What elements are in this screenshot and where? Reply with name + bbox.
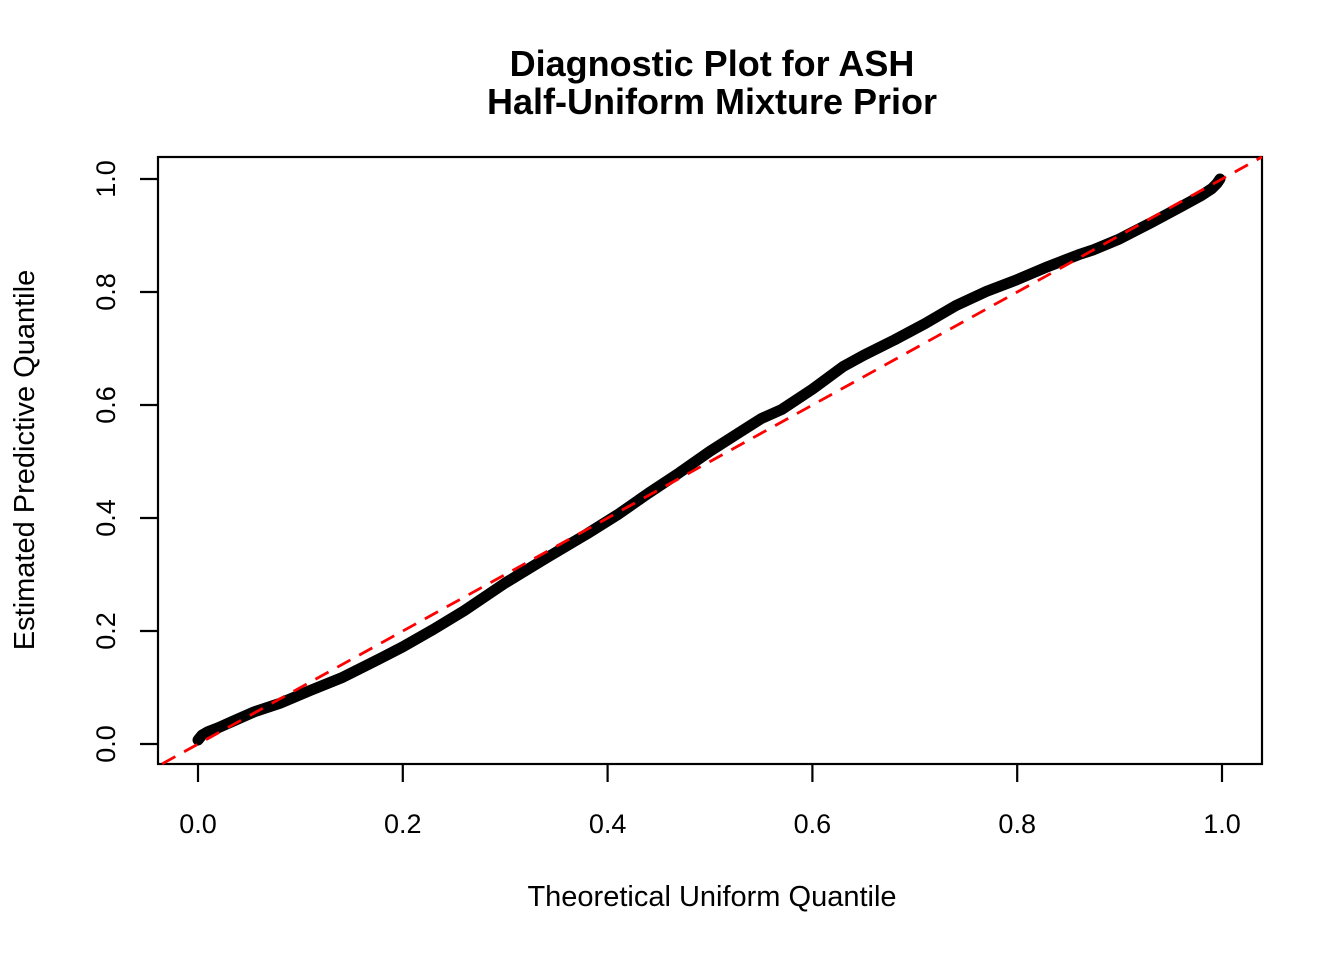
y-tick-label: 1.0 [91, 160, 121, 198]
chart-title-line2: Half-Uniform Mixture Prior [487, 81, 937, 122]
identity-reference-line [161, 155, 1263, 766]
plot-frame [156, 155, 1264, 766]
y-axis-title: Estimated Predictive Quantile [9, 270, 41, 650]
x-tick-label: 0.0 [179, 809, 217, 839]
y-tick-label: 0.0 [91, 725, 121, 763]
x-tick-label: 1.0 [1203, 809, 1241, 839]
x-tick-label: 0.2 [384, 809, 422, 839]
x-tick-label: 0.8 [998, 809, 1036, 839]
y-tick-label: 0.2 [91, 612, 121, 650]
y-axis: 0.0 0.2 0.4 0.6 0.8 1.0 [91, 160, 158, 763]
y-tick-label: 0.4 [91, 499, 121, 537]
x-tick-label: 0.4 [589, 809, 627, 839]
y-tick-label: 0.8 [91, 273, 121, 311]
chart-title-line1: Diagnostic Plot for ASH [510, 43, 915, 84]
x-tick-label: 0.6 [794, 809, 832, 839]
x-axis-title: Theoretical Uniform Quantile [527, 881, 896, 913]
y-tick-label: 0.6 [91, 386, 121, 424]
x-axis: 0.0 0.2 0.4 0.6 0.8 1.0 [179, 764, 1241, 839]
estimated-quantile-curve [192, 173, 1226, 746]
